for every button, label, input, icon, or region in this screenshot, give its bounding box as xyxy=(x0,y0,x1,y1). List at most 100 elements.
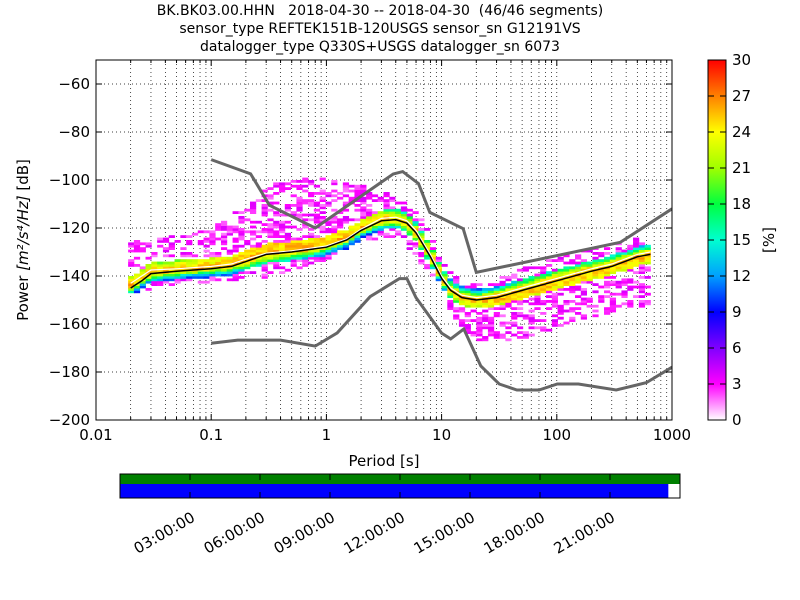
psd-cell xyxy=(604,283,611,286)
x-tick-label: 1000 xyxy=(653,426,691,444)
psd-cell xyxy=(418,244,425,248)
colorbar-tick-label: 30 xyxy=(732,51,751,69)
psd-coverage-bar xyxy=(120,484,669,498)
psd-cell xyxy=(598,254,605,258)
psd-cell xyxy=(574,276,582,279)
psd-cell xyxy=(586,249,593,253)
psd-cell xyxy=(302,184,309,188)
psd-cell xyxy=(313,218,321,222)
psd-cell xyxy=(267,242,274,246)
psd-cell xyxy=(633,242,640,246)
psd-cell xyxy=(279,223,286,226)
psd-cell xyxy=(354,235,361,238)
psd-cell xyxy=(290,252,297,255)
psd-cell xyxy=(313,259,321,262)
psd-cell xyxy=(412,237,419,241)
psd-cell xyxy=(418,254,425,258)
psd-cell xyxy=(261,259,268,262)
psd-cell xyxy=(621,302,628,306)
psd-cell xyxy=(464,312,471,315)
psd-cell xyxy=(261,206,268,210)
psd-cell xyxy=(400,213,408,217)
psd-cell xyxy=(325,240,332,243)
y-tick-label: −140 xyxy=(49,267,90,285)
timeline-tick-label: 12:00:00 xyxy=(341,508,408,557)
psd-cell xyxy=(331,244,338,248)
psd-cell xyxy=(296,259,303,262)
psd-cell xyxy=(162,247,170,250)
psd-cell xyxy=(302,261,309,265)
psd-cell xyxy=(325,220,332,224)
psd-cell xyxy=(279,256,286,260)
psd-cell xyxy=(296,196,303,200)
psd-cell xyxy=(203,264,210,267)
psd-cell xyxy=(528,321,535,325)
psd-cell xyxy=(505,297,512,301)
psd-cell xyxy=(545,300,553,303)
psd-cell xyxy=(511,283,518,286)
psd-cell xyxy=(261,254,268,258)
psd-cell xyxy=(139,280,146,284)
psd-cell xyxy=(406,228,413,231)
psd-cell xyxy=(249,232,257,236)
psd-cell xyxy=(470,309,477,313)
psd-cell xyxy=(313,242,321,246)
psd-cell xyxy=(615,259,622,262)
psd-cell xyxy=(551,283,558,286)
psd-cell xyxy=(360,189,367,193)
psd-cell xyxy=(168,283,175,286)
psd-cell xyxy=(244,242,251,246)
timeline-tick-label: 18:00:00 xyxy=(481,508,548,557)
psd-cell xyxy=(302,254,309,258)
psd-cell xyxy=(162,249,170,253)
psd-cell xyxy=(197,259,204,262)
psd-cell xyxy=(534,302,541,306)
psd-cell xyxy=(255,264,262,267)
psd-cell xyxy=(302,177,309,181)
psd-cell xyxy=(569,280,576,284)
psd-cell xyxy=(319,240,326,243)
psd-cell xyxy=(238,230,245,234)
psd-cell xyxy=(360,187,367,190)
psd-cell xyxy=(499,292,506,296)
psd-cell xyxy=(279,271,286,274)
psd-cell xyxy=(511,316,518,320)
psd-cell xyxy=(151,266,158,270)
colorbar-tick-label: 24 xyxy=(732,123,751,141)
psd-cell xyxy=(482,338,489,342)
psd-cell xyxy=(319,204,326,207)
psd-cell xyxy=(354,194,361,198)
psd-cell xyxy=(267,228,274,231)
psd-cell xyxy=(319,218,326,222)
psd-cell xyxy=(238,228,245,231)
psd-cell xyxy=(563,271,570,274)
psd-cell xyxy=(319,252,326,255)
psd-cell xyxy=(458,300,466,303)
psd-cell xyxy=(563,302,570,306)
psd-cell xyxy=(633,264,640,267)
psd-cell xyxy=(383,199,390,202)
colorbar-tick-label: 6 xyxy=(732,339,742,357)
psd-cell xyxy=(598,295,605,298)
psd-cell xyxy=(273,266,280,270)
psd-cell xyxy=(261,266,268,270)
psd-cell xyxy=(516,331,524,334)
psd-cell xyxy=(360,235,367,238)
psd-cell xyxy=(232,278,239,282)
psd-cell xyxy=(453,288,460,291)
psd-cell xyxy=(371,225,379,229)
psd-cell xyxy=(516,278,524,282)
psd-cell xyxy=(580,259,588,262)
psd-cell xyxy=(499,304,506,308)
psd-cell xyxy=(232,249,239,253)
psd-cell xyxy=(302,225,309,229)
psd-cell xyxy=(319,242,326,246)
psd-cell xyxy=(145,288,152,291)
psd-cell xyxy=(604,261,611,265)
psd-cell xyxy=(238,218,245,222)
y-tick-label: −180 xyxy=(49,363,90,381)
psd-cell xyxy=(342,247,350,250)
psd-cell xyxy=(482,319,489,322)
psd-cell xyxy=(354,237,361,241)
psd-cell xyxy=(511,276,518,279)
